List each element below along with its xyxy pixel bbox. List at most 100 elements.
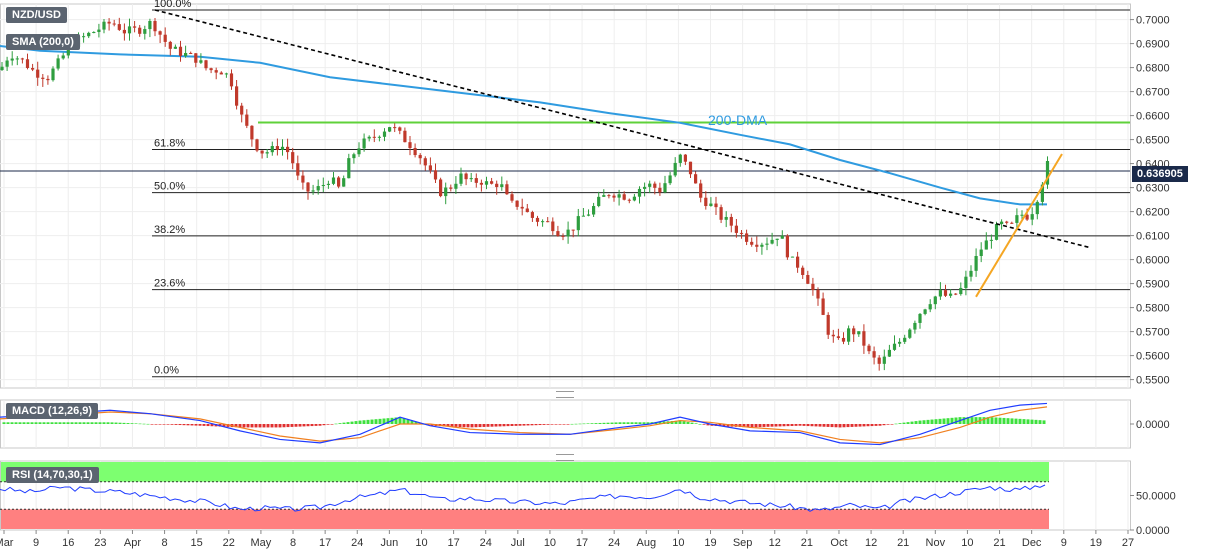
ascending-trend-line xyxy=(975,153,1063,298)
macd-histogram-bar xyxy=(614,422,618,424)
candle-body xyxy=(561,235,565,237)
candle-body xyxy=(265,152,269,154)
macd-histogram-bar xyxy=(202,424,206,426)
trend-lines xyxy=(154,9,1091,298)
macd-histogram-bar xyxy=(722,424,726,427)
candle-body xyxy=(97,29,101,33)
candle-body xyxy=(122,29,126,34)
candle-body xyxy=(418,155,422,159)
candle-body xyxy=(683,154,687,162)
candle-body xyxy=(928,304,932,310)
candle-body xyxy=(316,186,320,191)
macd-histogram-bar xyxy=(234,424,238,428)
candle-body xyxy=(337,177,341,187)
candle-body xyxy=(1025,214,1029,220)
macd-histogram-bar xyxy=(578,423,582,425)
rsi-resize-handle[interactable] xyxy=(556,454,574,461)
x-tick-label: 17 xyxy=(319,537,331,549)
macd-histogram-bar xyxy=(138,423,142,425)
macd-histogram-bar xyxy=(738,424,742,427)
macd-histogram-bar xyxy=(238,424,242,428)
macd-histogram-bar xyxy=(110,422,114,424)
candle-body xyxy=(1000,221,1004,224)
x-tick-label: 9 xyxy=(1061,537,1067,549)
candle-body xyxy=(372,136,376,138)
candle-body xyxy=(877,357,881,364)
macd-histogram-bar xyxy=(770,424,774,427)
macd-histogram-bar xyxy=(114,422,118,424)
macd-histogram-bar xyxy=(162,424,166,425)
macd-histogram-bar xyxy=(642,422,646,424)
candle-body xyxy=(933,296,937,305)
macd-histogram-bar xyxy=(394,417,398,424)
macd-histogram-bar xyxy=(54,422,58,424)
macd-histogram-bar xyxy=(626,422,630,424)
x-tick-label: 12 xyxy=(865,537,877,549)
candle-body xyxy=(5,60,9,67)
candle-body xyxy=(214,70,218,73)
macd-histogram-bar xyxy=(962,417,966,424)
macd-histogram-bar xyxy=(274,424,278,428)
macd-histogram-bar xyxy=(18,422,22,424)
macd-histogram-bar xyxy=(518,424,522,426)
x-tick-label: Oct xyxy=(830,537,847,549)
macd-histogram-bar xyxy=(754,424,758,428)
candle-body xyxy=(862,331,866,346)
x-tick-label: 24 xyxy=(608,537,620,549)
candle-body xyxy=(61,55,65,59)
dma-annotation: 200-DMA xyxy=(708,112,768,128)
candle-body xyxy=(393,127,397,129)
x-tick-label: 21 xyxy=(897,537,909,549)
macd-histogram-bar xyxy=(862,424,866,427)
candle-body xyxy=(428,165,432,171)
fib-label: 38.2% xyxy=(154,224,185,236)
macd-legend: MACD (12,26,9) xyxy=(6,403,99,419)
candle-body xyxy=(51,68,55,81)
candle-body xyxy=(1020,214,1024,216)
macd-histogram-bar xyxy=(182,424,186,426)
x-tick-label: 19 xyxy=(704,537,716,549)
candle-body xyxy=(658,187,662,193)
macd-histogram-bar xyxy=(898,423,902,424)
x-tick-label: 24 xyxy=(351,537,363,549)
macd-histogram-bar xyxy=(442,424,446,427)
macd-histogram-bar xyxy=(990,417,994,424)
macd-histogram-bar xyxy=(582,423,586,425)
candle-body xyxy=(377,136,381,138)
candle-body xyxy=(357,148,361,155)
macd-histogram-bar xyxy=(1006,418,1010,424)
candle-body xyxy=(352,154,356,159)
candle-body xyxy=(311,190,315,192)
macd-histogram-bar xyxy=(94,422,98,424)
y-tick-label: 0.6700 xyxy=(1136,87,1170,99)
candle-body xyxy=(510,194,514,201)
macd-histogram-bar xyxy=(818,424,822,427)
macd-resize-handle[interactable] xyxy=(556,391,574,398)
macd-histogram-bar xyxy=(14,422,18,424)
macd-histogram-bar xyxy=(986,417,990,424)
macd-histogram-bar xyxy=(762,424,766,427)
macd-histogram-bar xyxy=(82,422,86,424)
candle-body xyxy=(1035,201,1039,215)
candle-body xyxy=(286,146,290,153)
macd-histogram-bar xyxy=(382,418,386,424)
macd-histogram-bar xyxy=(370,419,374,424)
macd-histogram-bar xyxy=(590,423,594,424)
candle-body xyxy=(301,175,305,183)
macd-histogram-bar xyxy=(322,424,326,426)
candle-body xyxy=(163,34,167,42)
macd-histogram-bar xyxy=(970,417,974,424)
y-tick-label: 0.6800 xyxy=(1136,63,1170,75)
candle-body xyxy=(189,52,193,54)
macd-histogram-bar xyxy=(402,418,406,424)
macd-histogram-bar xyxy=(938,418,942,424)
macd-histogram-bar xyxy=(46,422,50,424)
macd-histogram-bar xyxy=(594,423,598,424)
candle-body xyxy=(989,239,993,241)
macd-histogram-bar xyxy=(946,418,950,424)
macd-histogram-bar xyxy=(306,424,310,427)
macd-histogram-bar xyxy=(646,422,650,424)
candle-body xyxy=(321,184,325,187)
macd-histogram-bar xyxy=(346,422,350,424)
macd-histogram-bar xyxy=(702,424,706,425)
